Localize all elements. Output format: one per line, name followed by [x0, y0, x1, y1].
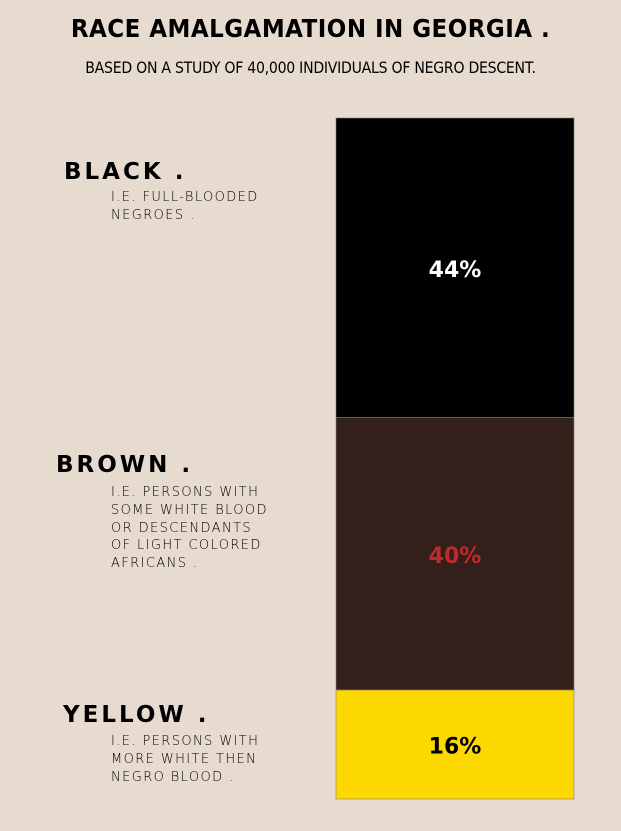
category-description-yellow: I.E. PERSONS WITH MORE WHITE THEN NEGRO … — [111, 734, 260, 785]
category-label-brown: BROWN . — [56, 452, 194, 478]
category-label-black: BLACK . — [64, 159, 187, 185]
chart-subtitle: BASED ON A STUDY OF 40,000 INDIVIDUALS O… — [85, 58, 536, 77]
value-label-brown: 40% — [429, 544, 482, 569]
bar-segment-yellow — [335, 689, 575, 800]
category-description-brown: I.E. PERSONS WITH SOME WHITE BLOOD OR DE… — [111, 485, 268, 572]
value-label-yellow: 16% — [429, 735, 482, 760]
bar-segment-brown — [335, 417, 575, 691]
category-label-yellow: YELLOW . — [63, 702, 210, 728]
chart-title: RACE AMALGAMATION IN GEORGIA . — [70, 14, 551, 43]
bar-segment-black — [335, 117, 575, 418]
value-label-black: 44% — [429, 258, 482, 283]
category-description-black: I.E. FULL-BLOODED NEGROES . — [111, 190, 259, 223]
